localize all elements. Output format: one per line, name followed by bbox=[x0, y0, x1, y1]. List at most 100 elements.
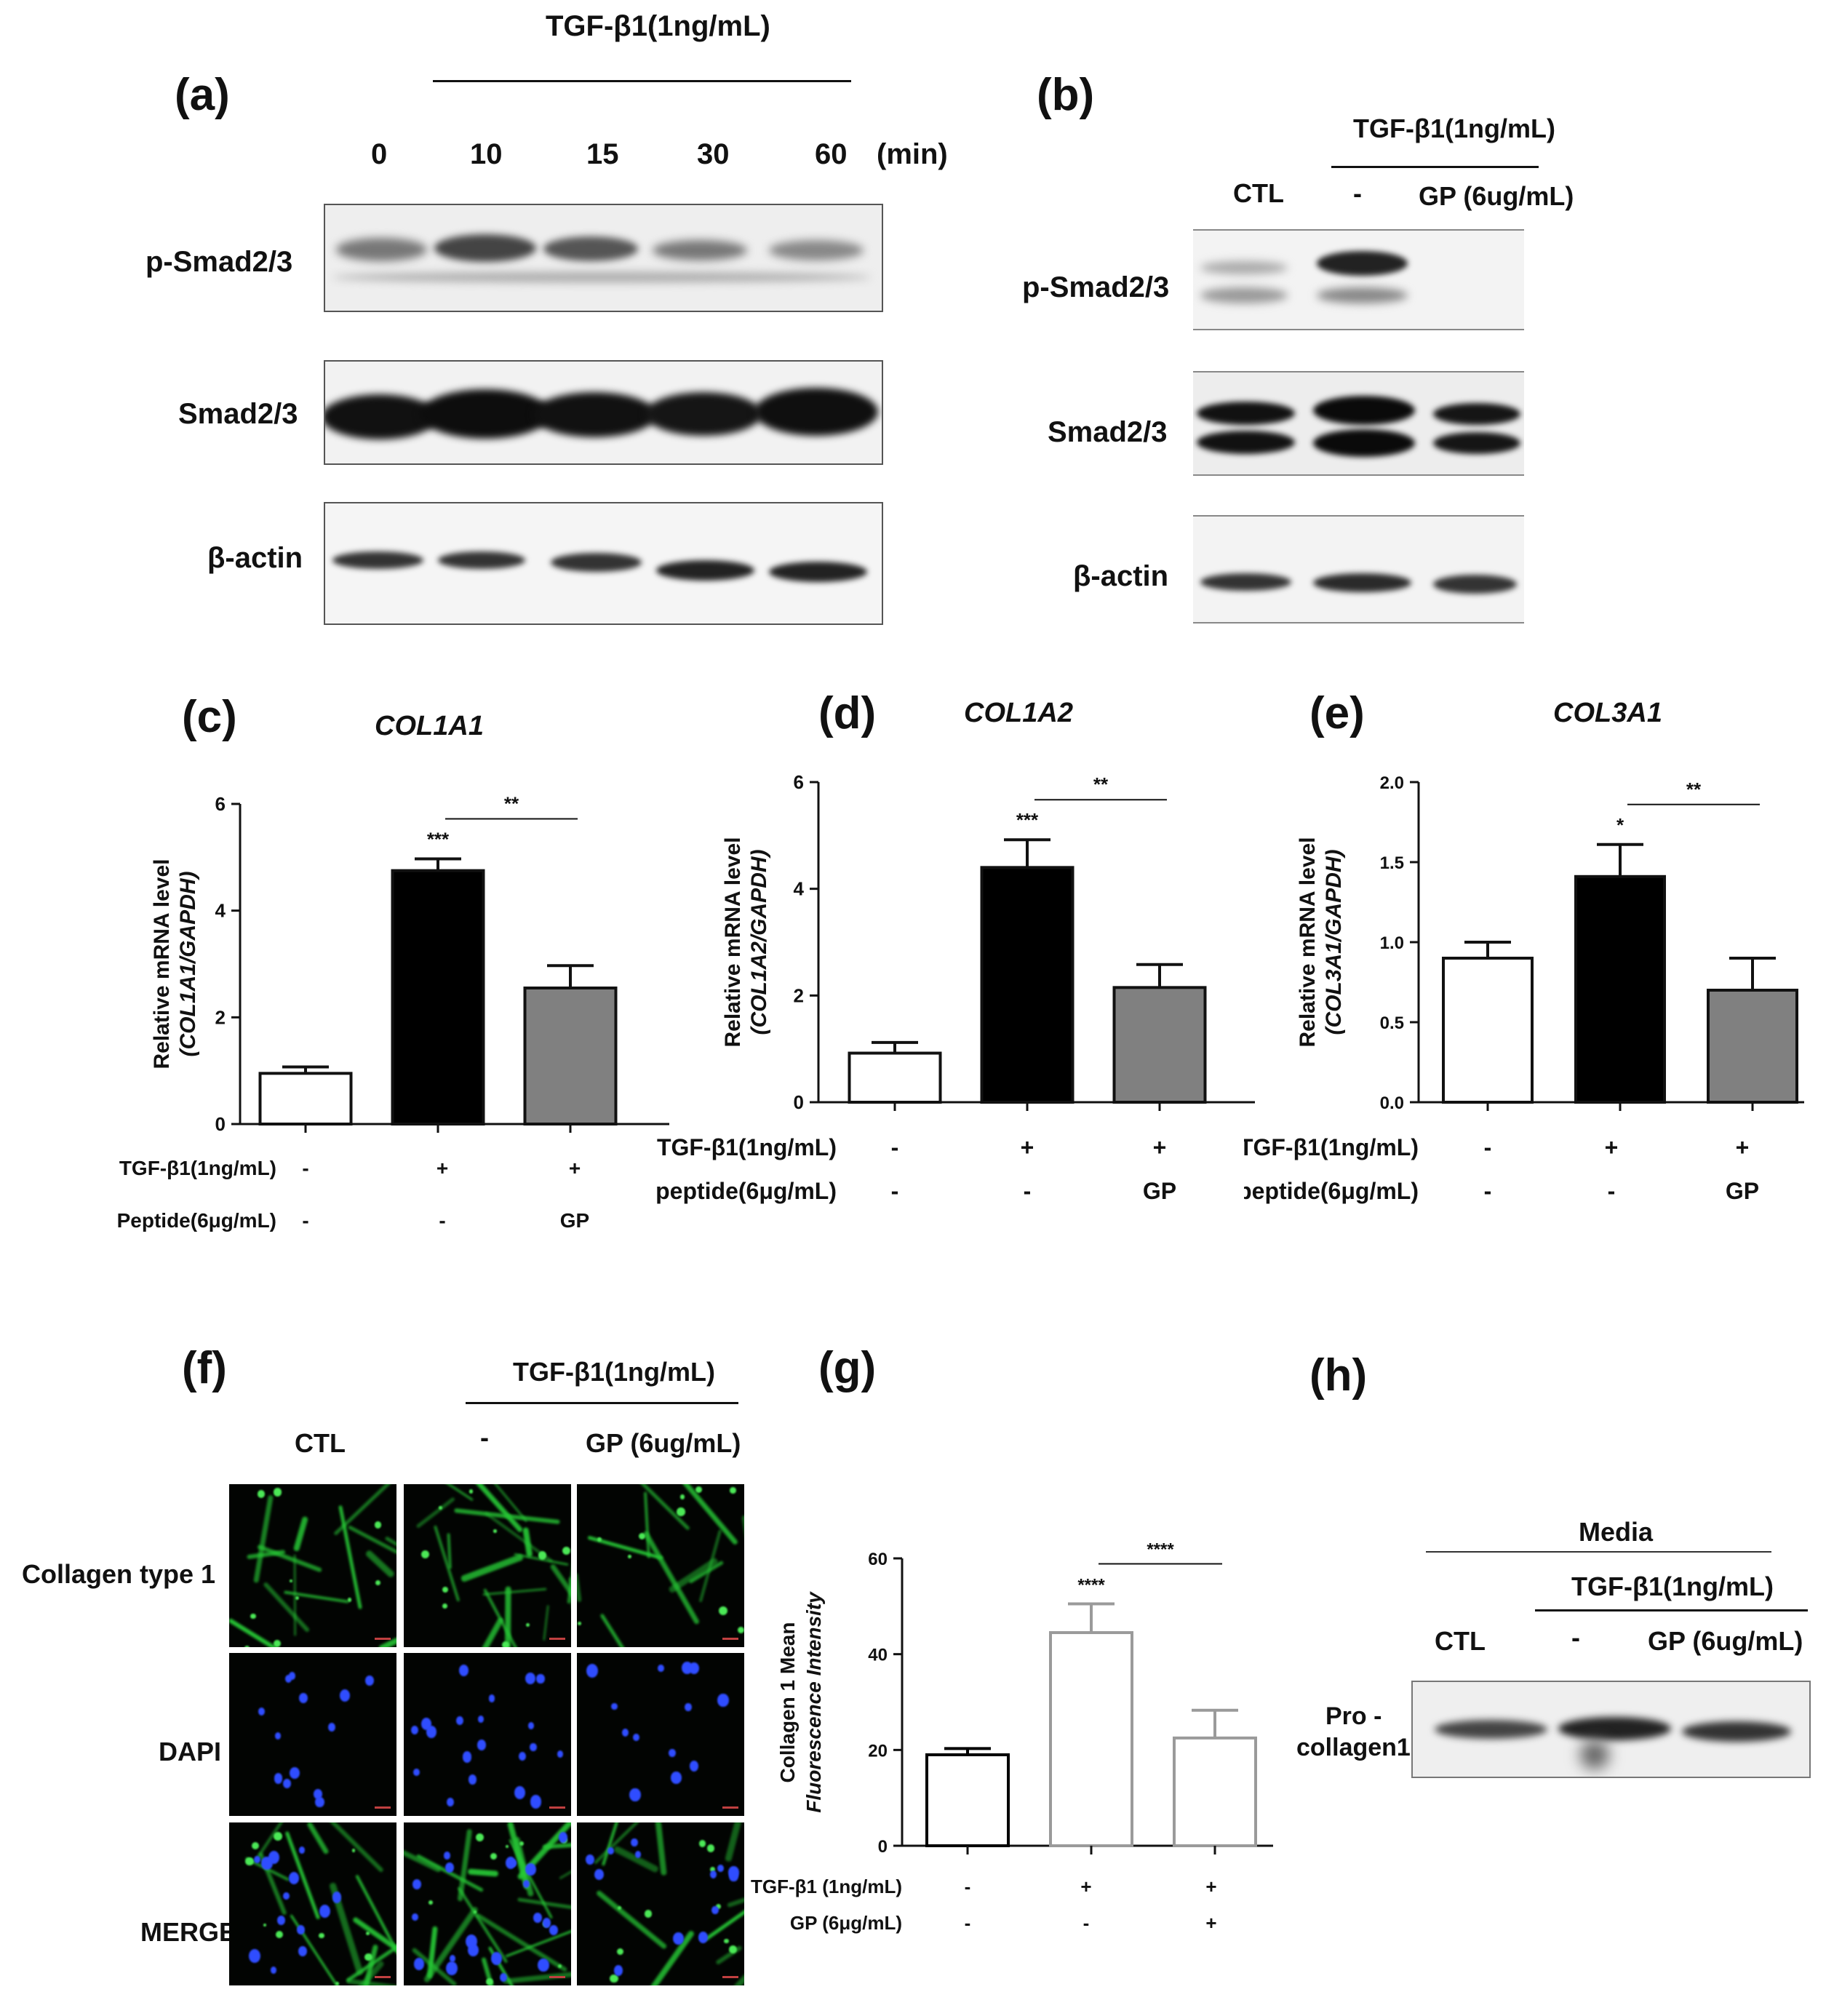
bar bbox=[1574, 874, 1666, 1104]
panel-b-treatment-line bbox=[1331, 166, 1539, 168]
y-axis-label-line2: (COL1A1/GAPDH) bbox=[176, 871, 200, 1056]
bar bbox=[1112, 986, 1207, 1104]
chart-title: COL1A2 bbox=[964, 698, 1073, 728]
bar bbox=[848, 1051, 942, 1104]
y-tick-label: 60 bbox=[868, 1550, 888, 1569]
y-axis-label-line1: Relative mRNA level bbox=[1296, 837, 1320, 1047]
condition-mark: + bbox=[1205, 1912, 1216, 1934]
panel-a-treatment-label: TGF-β1(1ng/mL) bbox=[546, 10, 770, 42]
micrograph-tile bbox=[404, 1822, 571, 1985]
y-axis-label: Relative mRNA level (COL3A1/GAPDH) bbox=[1296, 837, 1346, 1047]
micrograph-tile bbox=[577, 1653, 744, 1816]
micrograph-tile bbox=[577, 1822, 744, 1985]
condition-mark: - bbox=[302, 1209, 308, 1232]
y-axis-label: Relative mRNA level (COL1A2/GAPDH) bbox=[721, 837, 771, 1047]
timepoint-label: 10 bbox=[470, 138, 503, 170]
image-row-label: MERGE bbox=[140, 1917, 237, 1947]
y-axis-label: Relative mRNA level (COL1A1/GAPDH) bbox=[150, 858, 200, 1069]
condition-label: TGF-β1(1ng/mL) bbox=[119, 1157, 276, 1179]
y-tick-label: 0 bbox=[878, 1837, 888, 1857]
blot-row-label: β-actin bbox=[207, 542, 303, 574]
blot-row-label: collagen1 bbox=[1296, 1734, 1411, 1761]
significance-label: *** bbox=[427, 829, 450, 850]
bar bbox=[523, 987, 618, 1125]
blot-a-smad bbox=[324, 360, 883, 465]
condition-mark: - bbox=[1484, 1134, 1492, 1160]
y-tick-label: 0.5 bbox=[1380, 1013, 1404, 1033]
y-tick-label: 1.5 bbox=[1380, 853, 1404, 873]
column-label: CTL bbox=[295, 1428, 346, 1458]
chart-title: COL3A1 bbox=[1553, 698, 1662, 728]
blot-row-label: p-Smad2/3 bbox=[1022, 271, 1170, 303]
micrograph-tile bbox=[229, 1653, 396, 1816]
micrograph-tile bbox=[229, 1484, 396, 1647]
condition-mark: + bbox=[1605, 1134, 1619, 1160]
condition-mark: + bbox=[569, 1157, 581, 1179]
comparison-label: **** bbox=[1147, 1540, 1174, 1560]
lane-label: CTL bbox=[1435, 1626, 1486, 1656]
blot-b-psmad bbox=[1193, 229, 1524, 330]
column-label: - bbox=[480, 1422, 489, 1452]
panel-h-treatment-label: TGF-β1(1ng/mL) bbox=[1571, 1571, 1774, 1601]
y-tick-label: 6 bbox=[215, 793, 226, 815]
condition-mark: + bbox=[1736, 1134, 1750, 1160]
condition-mark: + bbox=[436, 1157, 448, 1179]
condition-mark: + bbox=[1205, 1876, 1216, 1897]
condition-mark: - bbox=[1024, 1178, 1032, 1204]
condition-mark: - bbox=[1484, 1178, 1492, 1204]
timepoint-label: 15 bbox=[586, 138, 619, 170]
condition-mark: + bbox=[1080, 1876, 1091, 1897]
y-tick-label: 4 bbox=[794, 878, 805, 900]
column-label: GP (6ug/mL) bbox=[586, 1428, 741, 1458]
chart-col1a1: COL1A1 0 2 4 6 Relative mRNA level (COL1A1/GAP… bbox=[117, 711, 669, 1232]
condition-label: GP (6μg/mL) bbox=[790, 1912, 902, 1934]
significance-label: *** bbox=[1016, 809, 1039, 831]
panel-h-media-label: Media bbox=[1579, 1517, 1654, 1547]
bar bbox=[391, 869, 485, 1126]
y-axis-label: Collagen 1 Mean Fluorescence Intensity bbox=[776, 1591, 825, 1813]
condition-mark: - bbox=[965, 1912, 971, 1934]
condition-mark: GP bbox=[1726, 1178, 1759, 1204]
panel-f-treatment-label: TGF-β1(1ng/mL) bbox=[513, 1357, 715, 1387]
image-row-label: Collagen type 1 bbox=[22, 1559, 216, 1589]
image-row-label: DAPI bbox=[159, 1737, 222, 1766]
y-tick-label: 0 bbox=[215, 1113, 226, 1135]
bar bbox=[258, 1072, 353, 1125]
y-tick-label: 0.0 bbox=[1380, 1093, 1404, 1113]
condition-mark: - bbox=[891, 1134, 899, 1160]
y-tick-label: 4 bbox=[215, 900, 226, 922]
blot-h-procollagen bbox=[1411, 1681, 1811, 1778]
lane-label: - bbox=[1571, 1622, 1580, 1652]
bar bbox=[925, 1753, 1010, 1847]
condition-mark: GP bbox=[1143, 1178, 1176, 1204]
blot-row-label: p-Smad2/3 bbox=[145, 246, 293, 278]
blot-row-label: β-actin bbox=[1073, 560, 1169, 592]
condition-mark: - bbox=[891, 1178, 899, 1204]
condition-label: peptide(6μg/mL) bbox=[1244, 1178, 1419, 1204]
condition-mark: + bbox=[1021, 1134, 1034, 1160]
timepoint-label: 30 bbox=[697, 138, 730, 170]
blot-row-label: Pro - bbox=[1325, 1702, 1382, 1730]
y-tick-label: 2.0 bbox=[1380, 773, 1404, 793]
panel-h-media-line bbox=[1426, 1551, 1771, 1553]
panel-f-treatment-line bbox=[466, 1402, 738, 1404]
blot-a-psmad bbox=[324, 204, 883, 312]
y-axis-label-line1: Relative mRNA level bbox=[721, 837, 745, 1047]
lane-label: - bbox=[1353, 178, 1362, 208]
lane-label: CTL bbox=[1233, 178, 1284, 208]
condition-label: Peptide(6μg/mL) bbox=[117, 1209, 276, 1232]
lane-label: GP (6ug/mL) bbox=[1419, 181, 1574, 211]
panel-c-letter: (c) bbox=[182, 692, 237, 742]
micrograph-tile bbox=[577, 1484, 744, 1647]
chart-col3a1: COL3A1 0.0 0.5 1.0 1.5 2.0 Relative mRNA level… bbox=[1244, 698, 1804, 1204]
panel-b-treatment-label: TGF-β1(1ng/mL) bbox=[1353, 113, 1555, 143]
chart-title: COL1A1 bbox=[375, 711, 484, 741]
y-tick-label: 40 bbox=[868, 1646, 888, 1665]
panel-a-letter: (a) bbox=[175, 70, 230, 120]
condition-mark: - bbox=[439, 1209, 445, 1232]
blot-row-label: Smad2/3 bbox=[1048, 416, 1168, 448]
panel-b-letter: (b) bbox=[1037, 70, 1095, 120]
blot-b-smad bbox=[1193, 371, 1524, 476]
condition-label: peptide(6μg/mL) bbox=[655, 1178, 837, 1204]
y-axis-label-line2: (COL1A2/GAPDH) bbox=[747, 849, 771, 1035]
